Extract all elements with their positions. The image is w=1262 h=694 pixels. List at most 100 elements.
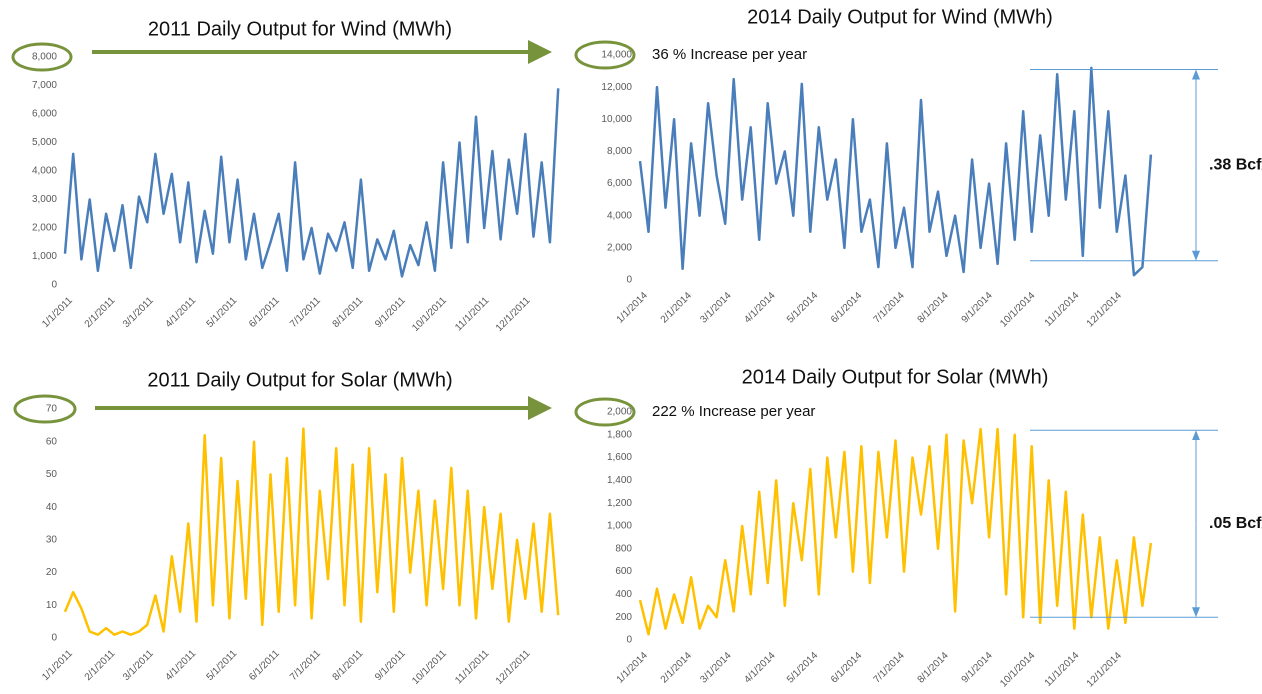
x-tick-label: 6/1/2011 xyxy=(247,295,282,330)
y-tick-label: 1,000 xyxy=(607,521,632,532)
x-tick-label: 9/1/2011 xyxy=(373,295,408,330)
y-tick-label: 0 xyxy=(51,280,57,291)
line-series xyxy=(63,427,560,636)
y-tick-label: 6,000 xyxy=(607,178,632,189)
chart-title: 2011 Daily Output for Solar (MWh) xyxy=(147,369,452,391)
x-tick-label: 9/1/2014 xyxy=(960,650,996,686)
y-tick-label: 10 xyxy=(46,600,58,611)
x-tick-label: 12/1/2014 xyxy=(1085,650,1125,690)
line-series xyxy=(638,427,1153,636)
highlight-ellipse xyxy=(11,42,73,72)
x-tick-label: 4/1/2011 xyxy=(163,648,198,683)
x-tick-label: 5/1/2014 xyxy=(785,650,821,686)
y-tick-label: 7,000 xyxy=(32,80,57,91)
x-tick-label: 11/1/2014 xyxy=(1043,650,1082,689)
x-tick-label: 6/1/2011 xyxy=(247,648,282,683)
y-tick-label: 0 xyxy=(626,275,632,286)
x-tick-label: 3/1/2011 xyxy=(121,648,156,683)
x-tick-label: 4/1/2011 xyxy=(163,295,198,330)
y-tick-label: 0 xyxy=(51,633,57,644)
x-tick-label: 7/1/2014 xyxy=(872,290,908,326)
x-tick-label: 9/1/2011 xyxy=(373,648,408,683)
x-tick-label: 2/1/2014 xyxy=(659,650,695,686)
x-tick-label: 7/1/2014 xyxy=(872,650,908,686)
x-tick-label: 8/1/2014 xyxy=(916,650,952,686)
y-tick-label: 4,000 xyxy=(607,210,632,221)
x-tick-label: 10/1/2011 xyxy=(410,648,449,687)
y-tick-label: 50 xyxy=(46,469,58,480)
chart-title: 2011 Daily Output for Wind (MWh) xyxy=(148,18,452,40)
y-tick-label: 4,000 xyxy=(32,166,57,177)
y-tick-label: 12,000 xyxy=(601,82,632,93)
highlight-ellipse xyxy=(13,394,77,424)
x-tick-label: 7/1/2011 xyxy=(288,295,323,330)
x-tick-label: 11/1/2011 xyxy=(453,295,491,333)
x-tick-label: 12/1/2014 xyxy=(1085,290,1125,330)
y-tick-label: 40 xyxy=(46,502,58,513)
y-tick-label: 30 xyxy=(46,534,58,545)
bracket-label: .05 Bcf/d xyxy=(1209,515,1262,532)
y-tick-label: 20 xyxy=(46,567,58,578)
x-tick-label: 8/1/2011 xyxy=(331,648,366,683)
x-tick-label: 4/1/2014 xyxy=(742,650,778,686)
chart-title: 2014 Daily Output for Wind (MWh) xyxy=(747,6,1053,28)
chart-title: 2014 Daily Output for Solar (MWh) xyxy=(742,366,1049,388)
y-tick-label: 8,000 xyxy=(32,52,57,63)
x-tick-label: 10/1/2011 xyxy=(410,295,449,334)
y-tick-label: 2,000 xyxy=(607,242,632,253)
x-tick-label: 8/1/2011 xyxy=(331,295,366,330)
highlight-ellipse xyxy=(574,40,636,70)
x-tick-label: 4/1/2014 xyxy=(742,290,778,326)
annotation: 36 % Increase per year xyxy=(652,46,807,63)
x-tick-label: 3/1/2014 xyxy=(698,650,734,686)
x-tick-label: 10/1/2014 xyxy=(998,650,1038,690)
y-tick-label: 200 xyxy=(615,612,632,623)
y-tick-label: 800 xyxy=(615,543,632,554)
y-tick-label: 10,000 xyxy=(601,114,632,125)
x-tick-label: 8/1/2014 xyxy=(916,290,952,326)
y-tick-label: 1,800 xyxy=(607,429,632,440)
line-series xyxy=(63,88,560,278)
x-tick-label: 1/1/2011 xyxy=(40,648,75,683)
x-tick-label: 5/1/2014 xyxy=(785,290,821,326)
x-tick-label: 1/1/2011 xyxy=(40,295,75,330)
y-tick-label: 1,600 xyxy=(607,452,632,463)
y-tick-label: 8,000 xyxy=(607,146,632,157)
y-tick-label: 5,000 xyxy=(32,137,57,148)
y-tick-label: 0 xyxy=(626,635,632,646)
label-bg xyxy=(1204,153,1260,178)
x-tick-label: 12/1/2011 xyxy=(494,295,533,334)
x-tick-label: 11/1/2014 xyxy=(1043,290,1082,329)
x-tick-label: 1/1/2014 xyxy=(615,290,651,326)
y-tick-label: 6,000 xyxy=(32,109,57,120)
x-tick-label: 11/1/2011 xyxy=(453,648,491,686)
y-tick-label: 2,000 xyxy=(32,223,57,234)
x-tick-label: 9/1/2014 xyxy=(960,290,996,326)
y-tick-label: 60 xyxy=(46,436,58,447)
y-tick-label: 400 xyxy=(615,589,632,600)
highlight-ellipse xyxy=(574,397,636,427)
annotation: 222 % Increase per year xyxy=(652,403,815,420)
y-tick-label: 600 xyxy=(615,566,632,577)
x-tick-label: 3/1/2011 xyxy=(121,295,156,330)
y-tick-label: 70 xyxy=(46,404,58,415)
x-tick-label: 2/1/2011 xyxy=(83,648,118,683)
x-tick-label: 12/1/2011 xyxy=(494,648,533,687)
y-tick-label: 1,400 xyxy=(607,475,632,486)
x-tick-label: 10/1/2014 xyxy=(998,290,1038,330)
label-bg xyxy=(1204,511,1260,536)
x-tick-label: 5/1/2011 xyxy=(205,648,240,683)
x-tick-label: 5/1/2011 xyxy=(205,295,240,330)
x-tick-label: 2/1/2011 xyxy=(83,295,118,330)
y-tick-label: 1,000 xyxy=(32,251,57,262)
line-series xyxy=(638,66,1153,277)
x-tick-label: 6/1/2014 xyxy=(829,650,865,686)
x-tick-label: 3/1/2014 xyxy=(698,290,734,326)
x-tick-label: 7/1/2011 xyxy=(288,648,323,683)
x-tick-label: 1/1/2014 xyxy=(615,650,651,686)
x-tick-label: 2/1/2014 xyxy=(659,290,695,326)
y-tick-label: 1,200 xyxy=(607,498,632,509)
y-tick-label: 3,000 xyxy=(32,194,57,205)
y-tick-label: 14,000 xyxy=(601,50,632,61)
